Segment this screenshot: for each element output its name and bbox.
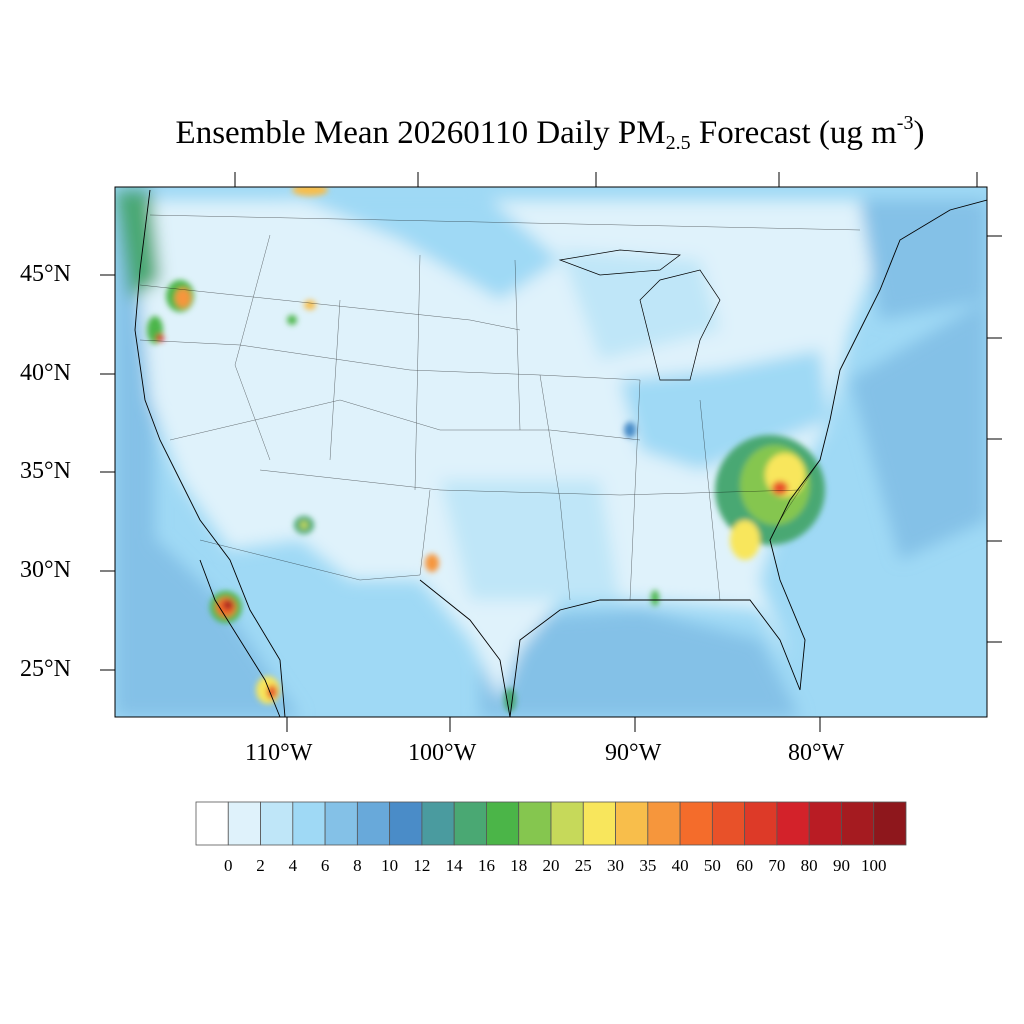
colorbar-box [324, 801, 358, 846]
colorbar-box [808, 801, 842, 846]
colorbar-label: 30 [607, 856, 625, 875]
colorbar-box [711, 801, 746, 846]
colorbar-box [227, 801, 261, 846]
colorbar-label: 6 [320, 856, 330, 875]
lat-label: 25°N [20, 656, 71, 682]
colorbar-label: 40 [671, 856, 689, 875]
colorbar-label: 70 [768, 856, 786, 875]
pm25-field [115, 187, 987, 717]
colorbar-box [195, 801, 229, 846]
title-text: Ensemble Mean 20260110 Daily PM [175, 115, 666, 151]
map-frame [114, 186, 988, 718]
state-borders [139, 214, 861, 601]
colorbar-box [841, 801, 875, 846]
colorbar-box [421, 801, 455, 846]
colorbar-box [486, 801, 520, 846]
colorbar-label: 50 [703, 856, 721, 875]
lon-label: 110°W [245, 740, 313, 766]
lat-label: 45°N [20, 261, 71, 287]
lon-label: 90°W [605, 740, 662, 766]
colorbar-box [260, 801, 294, 846]
colorbar-label: 90 [832, 856, 850, 875]
colorbar-label: 8 [353, 856, 362, 875]
colorbar-box [356, 801, 391, 846]
colorbar-label: 100 [860, 856, 887, 875]
axis-ticks [100, 172, 1002, 732]
colorbar-label: 16 [477, 856, 495, 875]
colorbar-label: 2 [256, 856, 265, 875]
title-units: Forecast (ug m [690, 115, 897, 151]
lon-label: 80°W [788, 740, 845, 766]
colorbar-box [647, 801, 681, 846]
lat-label: 35°N [20, 458, 71, 484]
colorbar-label: 18 [510, 856, 528, 875]
colorbar-box [744, 801, 778, 846]
colorbar-box [679, 801, 713, 846]
title-subscript: 2.5 [665, 132, 691, 154]
lat-label: 40°N [20, 360, 71, 386]
lat-label: 30°N [20, 557, 71, 583]
colorbar [195, 801, 907, 846]
colorbar-box [873, 801, 907, 846]
colorbar-box [453, 801, 487, 846]
title-end: ) [913, 115, 925, 151]
map-title: Ensemble Mean 20260110 Daily PM2.5 Forec… [0, 112, 1024, 155]
colorbar-label: 0 [224, 856, 233, 875]
colorbar-label: 14 [445, 856, 463, 875]
colorbar-label: 80 [800, 856, 818, 875]
colorbar-box [292, 801, 326, 846]
colorbar-label: 35 [639, 856, 657, 875]
colorbar-box [776, 801, 810, 846]
colorbar-label: 25 [574, 856, 592, 875]
lon-label: 100°W [408, 740, 477, 766]
colorbar-label: 4 [288, 856, 298, 875]
colorbar-box [550, 801, 584, 846]
colorbar-box [615, 801, 649, 846]
colorbar-label: 10 [381, 856, 399, 875]
colorbar-box [389, 801, 423, 846]
title-superscript: -3 [896, 112, 914, 134]
coastline [134, 189, 987, 717]
colorbar-label: 12 [413, 856, 431, 875]
colorbar-box [582, 801, 616, 846]
colorbar-box [518, 801, 552, 846]
colorbar-label: 60 [736, 856, 754, 875]
colorbar-label: 20 [542, 856, 560, 875]
